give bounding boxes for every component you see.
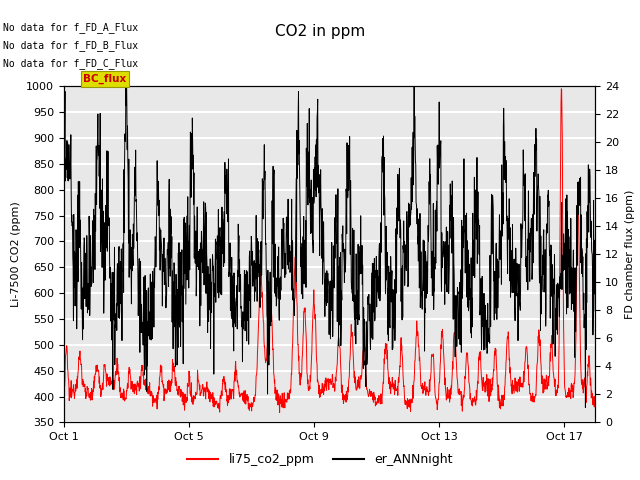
Text: BC_flux: BC_flux — [83, 74, 127, 84]
Text: No data for f_FD_B_Flux: No data for f_FD_B_Flux — [3, 40, 138, 51]
Legend: li75_co2_ppm, er_ANNnight: li75_co2_ppm, er_ANNnight — [182, 448, 458, 471]
Y-axis label: FD chamber flux (ppm): FD chamber flux (ppm) — [625, 190, 635, 319]
Text: No data for f_FD_A_Flux: No data for f_FD_A_Flux — [3, 22, 138, 33]
Text: No data for f_FD_C_Flux: No data for f_FD_C_Flux — [3, 58, 138, 69]
Y-axis label: Li-7500 CO2 (ppm): Li-7500 CO2 (ppm) — [11, 202, 20, 307]
Text: CO2 in ppm: CO2 in ppm — [275, 24, 365, 39]
